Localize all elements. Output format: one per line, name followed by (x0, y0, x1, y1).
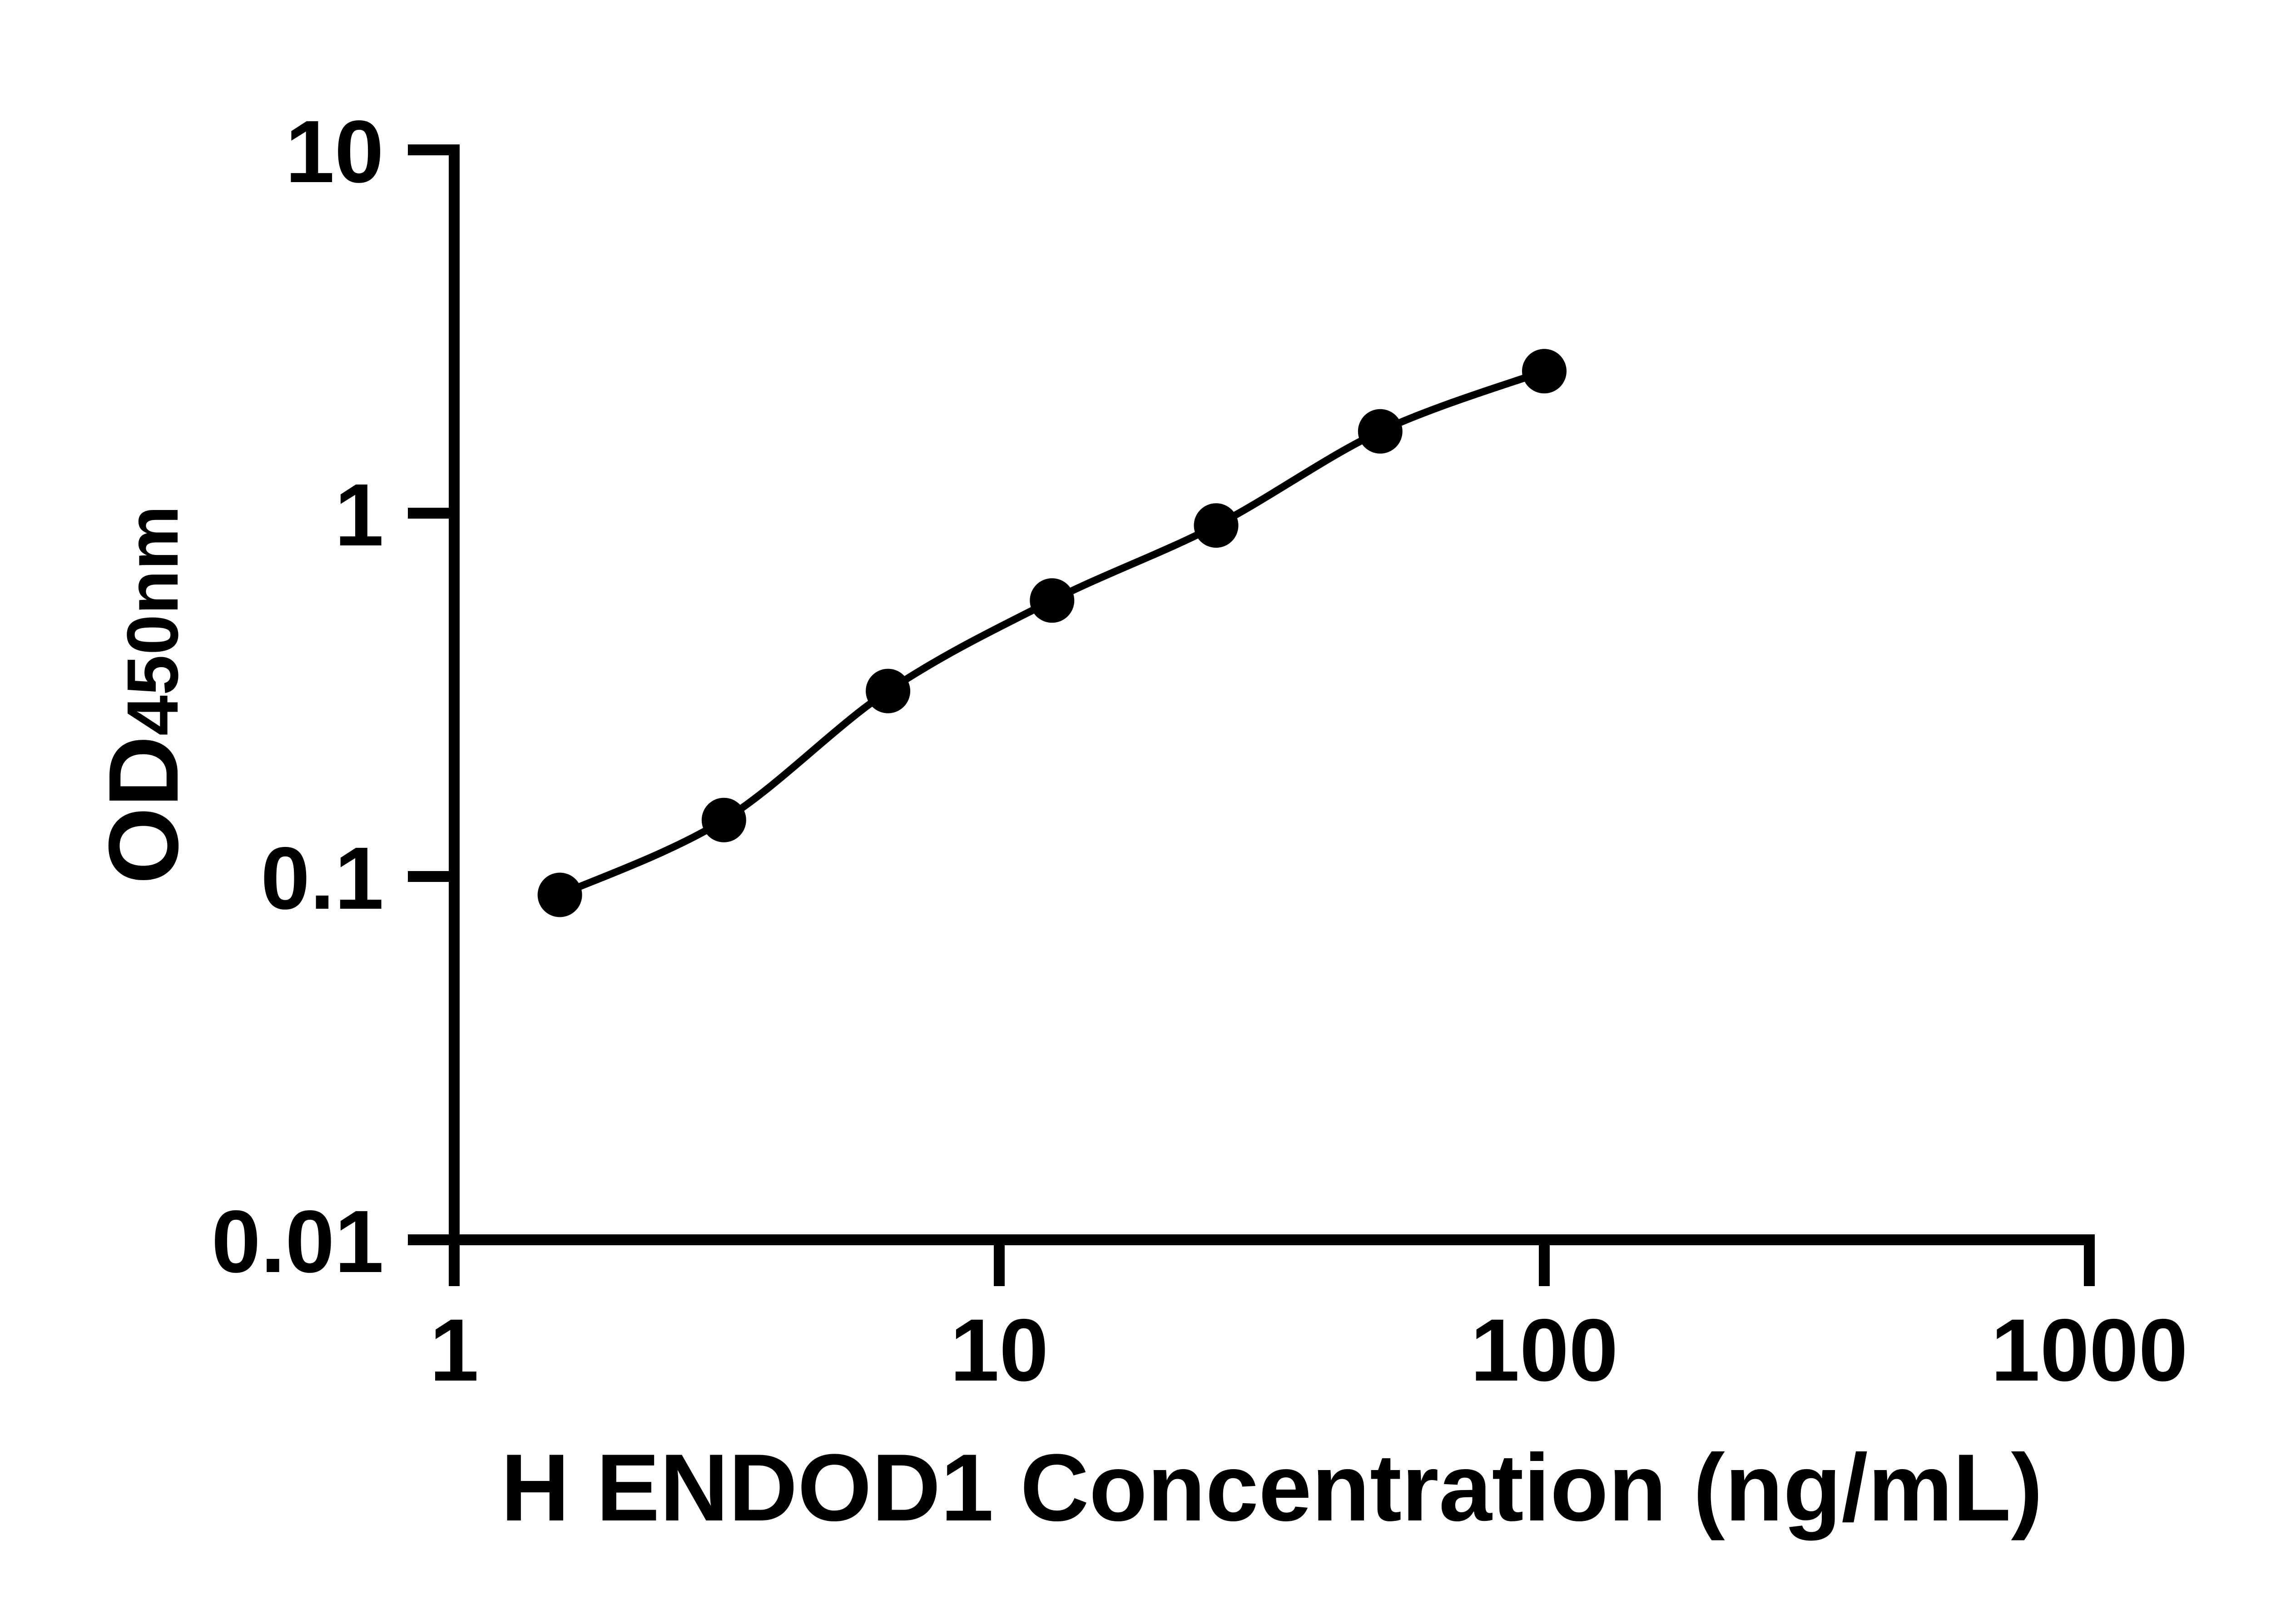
data-points (537, 349, 1567, 917)
y-axis-title: OD450nm (89, 505, 199, 884)
x-tick-label: 10 (950, 1301, 1049, 1400)
x-axis-ticks (449, 1245, 2095, 1286)
y-axis-tick-labels: 10 1 0.1 0.01 (211, 102, 384, 1291)
x-tick-label: 1 (430, 1301, 479, 1400)
x-tick-label: 1000 (1991, 1301, 2188, 1400)
y-tick-label: 1 (335, 465, 384, 564)
data-point (537, 872, 582, 917)
y-tick-label: 10 (285, 102, 384, 201)
y-axis-title-sub: 450nm (112, 505, 193, 736)
axes (449, 144, 2095, 1245)
x-tick-label: 100 (1470, 1301, 1618, 1400)
data-point (1358, 409, 1403, 454)
x-axis-title: H ENDOD1 Concentration (ng/mL) (501, 1434, 2043, 1541)
x-axis-tick-labels: 1 10 100 1000 (430, 1301, 2188, 1400)
y-axis-ticks (408, 144, 449, 1245)
y-tick-label: 0.01 (211, 1192, 384, 1291)
y-tick-label: 0.1 (261, 829, 384, 928)
data-point (1194, 503, 1239, 548)
y-axis-title-main: OD (89, 736, 199, 884)
data-point (866, 668, 911, 713)
data-point (1030, 578, 1075, 623)
data-series (537, 349, 1567, 917)
data-point (701, 797, 746, 842)
data-point (1522, 349, 1567, 394)
